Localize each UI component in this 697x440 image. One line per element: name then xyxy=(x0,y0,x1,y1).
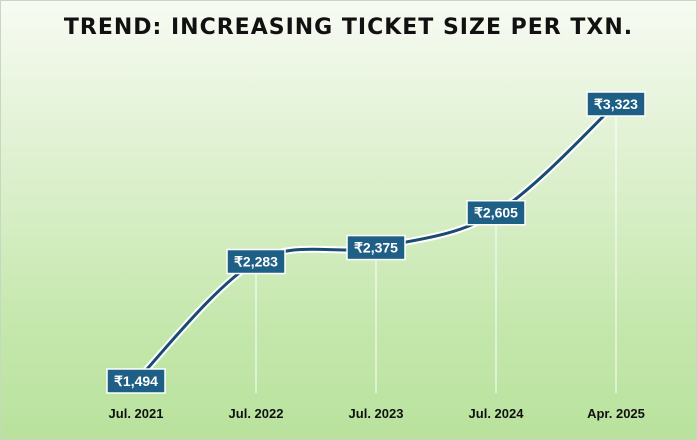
chart-title: TREND: INCREASING TICKET SIZE PER TXN. xyxy=(63,15,634,40)
data-label-text: ₹2,375 xyxy=(354,240,398,256)
data-label-5: ₹3,323 xyxy=(586,91,646,117)
data-label-box xyxy=(346,234,406,261)
x-tick-label: Jul. 2024 xyxy=(469,406,525,421)
data-label-text: ₹2,605 xyxy=(474,205,518,221)
data-label-text: ₹2,283 xyxy=(234,254,278,270)
data-label-text: ₹1,494 xyxy=(114,373,158,389)
data-label-box xyxy=(226,248,286,275)
x-tick-label: Apr. 2025 xyxy=(587,406,645,421)
data-label-4: ₹2,605 xyxy=(466,199,526,226)
x-tick-label: Jul. 2021 xyxy=(109,406,164,421)
data-label-box xyxy=(106,368,166,394)
data-label-box xyxy=(466,199,526,226)
x-tick-label: Jul. 2023 xyxy=(349,406,404,421)
data-label-3: ₹2,375 xyxy=(346,234,406,261)
data-label-1: ₹1,494 xyxy=(106,368,166,394)
data-label-text: ₹3,323 xyxy=(594,96,638,112)
x-tick-label: Jul. 2022 xyxy=(229,406,284,421)
data-label-box xyxy=(586,91,646,117)
data-label-2: ₹2,283 xyxy=(226,248,286,275)
